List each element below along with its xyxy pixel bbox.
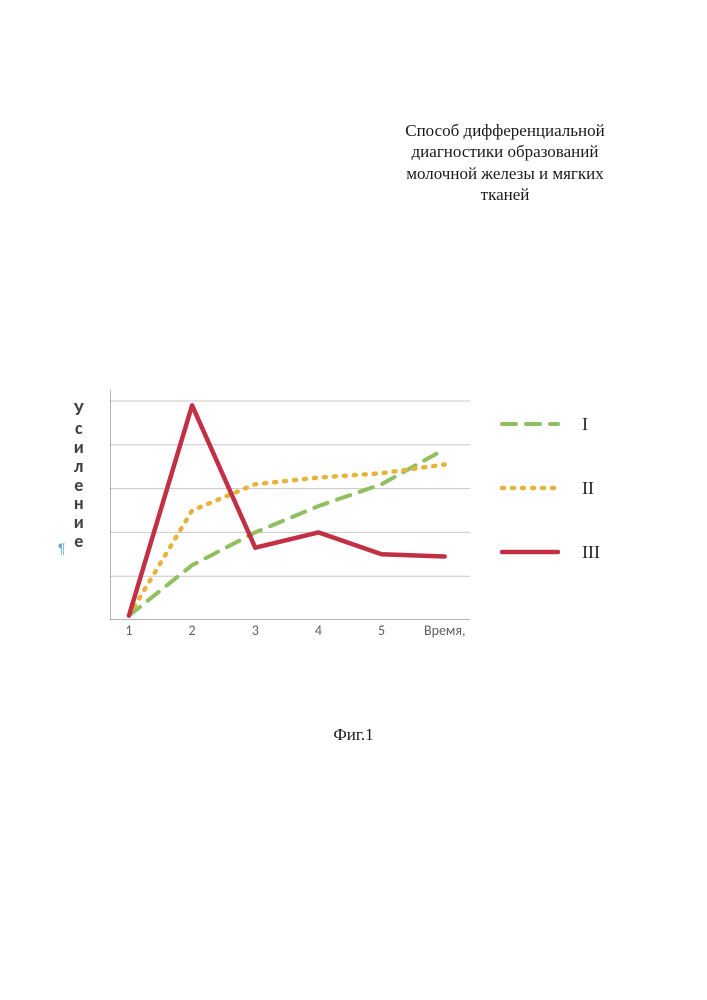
x-tick-label: 3 [252, 622, 259, 639]
title-line: диагностики образований [380, 141, 630, 162]
chart-container: Усиление 12345Время, IIIIII [70, 390, 630, 660]
page-title: Способ дифференциальнойдиагностики образ… [380, 120, 630, 205]
figure-caption: Фиг.1 [0, 725, 707, 745]
legend-label: I [582, 414, 588, 435]
x-tick-label: 2 [189, 622, 196, 639]
line-chart [110, 390, 470, 620]
title-line: тканей [380, 184, 630, 205]
x-tick-label: 5 [378, 622, 385, 639]
legend-item-II: II [500, 474, 620, 502]
y-axis-label: Усиление [70, 400, 88, 551]
legend: IIIIII [500, 410, 620, 602]
title-line: Способ дифференциальной [380, 120, 630, 141]
x-axis-ticks: 1 2 3 4 5 Время, [110, 622, 470, 642]
series-III [129, 405, 445, 615]
legend-label: III [582, 542, 600, 563]
legend-sample [500, 540, 560, 564]
title-line: молочной железы и мягких [380, 163, 630, 184]
x-tick-label: 4 [315, 622, 322, 639]
legend-item-III: III [500, 538, 620, 566]
legend-label: II [582, 478, 594, 499]
legend-sample [500, 412, 560, 436]
x-tick-label: 1 [125, 622, 132, 639]
legend-sample [500, 476, 560, 500]
paragraph-mark: ¶ [58, 540, 66, 556]
page: Способ дифференциальнойдиагностики образ… [0, 0, 707, 1000]
legend-item-I: I [500, 410, 620, 438]
x-axis-label: Время, [424, 622, 465, 639]
